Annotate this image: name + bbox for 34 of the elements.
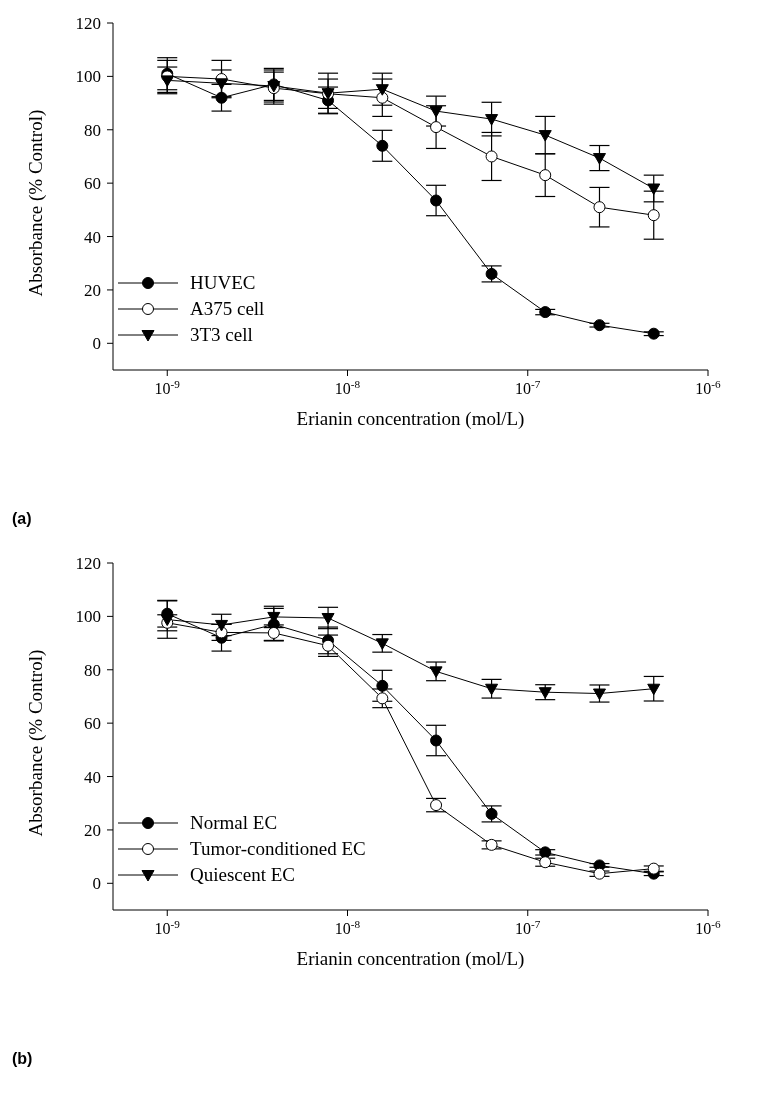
x-axis-title: Erianin concentration (mol/L) (296, 408, 525, 430)
x-tick-label: 10$^{-9}$ (154, 378, 181, 397)
legend-label: Tumor-conditioned EC (190, 838, 366, 860)
y-axis-title: Absorbance (% Control) (24, 649, 47, 837)
y-axis-title: Absorbance (% Control) (24, 109, 47, 297)
y-tick-label: 20 (84, 280, 101, 300)
x-tick-label: 10$^{-7}$ (515, 378, 541, 397)
y-tick-label: 0 (92, 334, 101, 354)
x-tick-label: 10$^{-8}$ (334, 918, 361, 937)
x-axis-title: Erianin concentration (mol/L) (296, 948, 525, 970)
x-tick-label: 10$^{-6}$ (695, 918, 722, 937)
y-tick-label: 40 (84, 227, 101, 247)
legend-label: HUVEC (190, 272, 256, 294)
legend-label: A375 cell (190, 298, 265, 320)
legend-label: Normal EC (190, 812, 278, 834)
y-tick-label: 120 (75, 14, 101, 33)
x-tick-label: 10$^{-7}$ (515, 918, 541, 937)
y-tick-label: 20 (84, 820, 101, 840)
text: (b) (12, 1050, 33, 1068)
y-tick-label: 80 (84, 660, 101, 680)
y-tick-label: 40 (84, 767, 101, 787)
y-tick-label: 120 (75, 554, 101, 573)
y-tick-label: 100 (75, 67, 101, 87)
text: (a) (12, 510, 32, 528)
x-tick-label: 10$^{-9}$ (154, 918, 181, 937)
x-tick-label: 10$^{-8}$ (334, 378, 361, 397)
legend-label: 3T3 cell (190, 324, 253, 346)
y-tick-label: 80 (84, 120, 101, 140)
y-tick-label: 60 (84, 174, 101, 194)
y-tick-label: 60 (84, 714, 101, 734)
y-tick-label: 100 (75, 607, 101, 627)
legend-label: Quiescent EC (190, 864, 296, 886)
x-tick-label: 10$^{-6}$ (695, 378, 722, 397)
y-tick-label: 0 (92, 874, 101, 894)
